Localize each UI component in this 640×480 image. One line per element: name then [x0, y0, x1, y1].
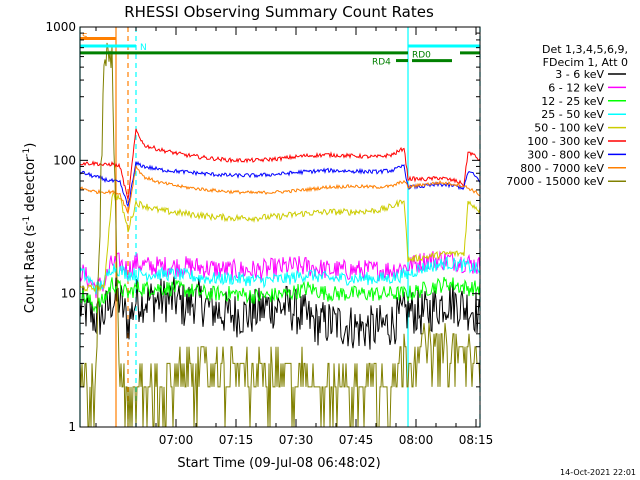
state-bar-label-7: RD4: [372, 58, 391, 68]
state-bar-label-6: RD0: [412, 51, 431, 61]
y-tick-label-4: 1000: [45, 20, 76, 34]
y-tick-label-2: 10: [61, 287, 76, 301]
series-line-5: [79, 192, 481, 293]
x-tick-label-1: 07:00: [159, 433, 194, 447]
legend-label-8: 800 - 7000 keV: [520, 162, 604, 175]
series-line-1: [79, 276, 481, 350]
y-axis-label-main: Count Rate (s: [23, 225, 38, 314]
y-axis-label-superscript-1: -1: [22, 216, 32, 225]
x-tick-label-4: 07:45: [339, 433, 374, 447]
x-tick-label-2: 07:15: [219, 433, 254, 447]
series-line-8: [79, 165, 481, 215]
y-tick-label-1: 1: [68, 420, 76, 434]
legend-label-6: 100 - 300 keV: [527, 135, 604, 148]
plot-frame: [79, 26, 481, 428]
x-tick-label-5: 08:00: [399, 433, 434, 447]
legend-label-4: 25 - 50 keV: [541, 108, 604, 121]
series-line-4: [79, 256, 481, 295]
state-bar-label-2: N: [140, 43, 147, 53]
legend-label-9: 7000 - 15000 keV: [506, 175, 604, 188]
chart-title: RHESSI Observing Summary Count Rates: [124, 3, 434, 21]
footer-timestamp: 14-Oct-2021 22:01: [560, 468, 636, 477]
x-axis-label: Start Time (09-Jul-08 06:48:02): [177, 456, 380, 471]
series-lines: [79, 42, 481, 428]
legend-label-3: 12 - 25 keV: [541, 95, 604, 108]
y-axis-label-superscript-2: -1: [22, 148, 32, 157]
legend: Det 1,3,4,5,6,9, FDecim 1, Att 0 3 - 6 k…: [506, 43, 628, 188]
series-line-3: [79, 276, 481, 314]
y-axis-label-end: ): [23, 143, 38, 148]
x-tick-label-6: 08:15: [459, 433, 494, 447]
series-line-9: [79, 42, 481, 428]
legend-header-line-1: Det 1,3,4,5,6,9,: [542, 43, 628, 56]
legend-header-line-2: FDecim 1, Att 0: [543, 56, 628, 69]
y-tick-label-3: 100: [53, 153, 76, 167]
legend-label-5: 50 - 100 keV: [534, 122, 604, 135]
legend-label-2: 6 - 12 keV: [548, 81, 604, 94]
x-tick-label-3: 07:30: [279, 433, 314, 447]
y-axis-label-middle: detector: [23, 156, 38, 216]
state-bars: S N RD0 RD4: [80, 32, 480, 68]
y-axis-label: Count Rate (s-1 detector-1): [22, 143, 38, 314]
axes: 1 10 100 1000 07:00 07:15 07:30 07:45 08:00 08:15: [45, 20, 493, 447]
legend-label-1: 3 - 6 keV: [555, 68, 604, 81]
state-bar-label-1: S: [82, 32, 88, 42]
series-line-6: [79, 128, 481, 200]
legend-label-7: 300 - 800 keV: [527, 148, 604, 161]
